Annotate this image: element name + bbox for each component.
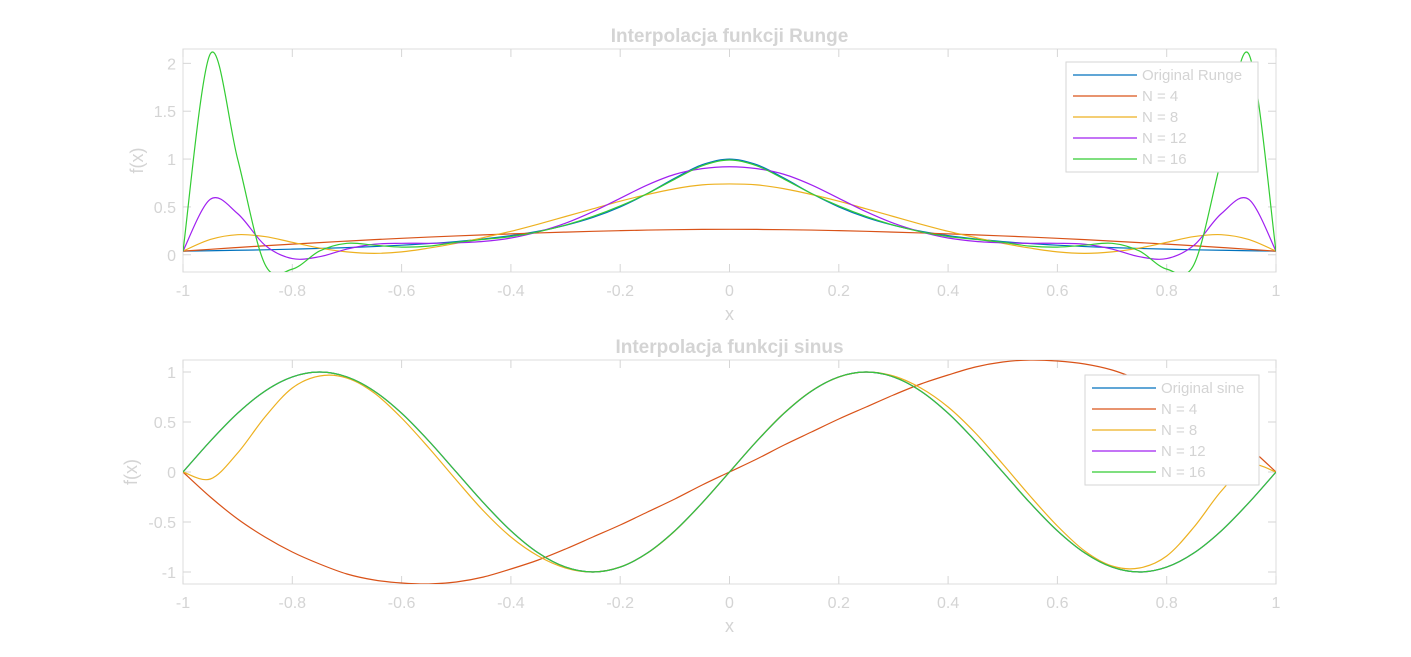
x-tick-label: -0.6 [388,595,416,612]
chart-panel-2: -1 -0.8 -0.6 -0.4 -0.2 0 0.2 0.4 0.6 0.8 1 -1 -0.5 0 0… [121,337,1281,636]
series-line-n-12 [183,166,1276,260]
legend: Original Runge N = 4 N = 8 N = 12 N = 16 [1065,61,1259,173]
x-tick-label: 1 [1272,283,1281,300]
y-tick-label: 0.5 [154,200,176,217]
x-axis-label: x [725,304,734,324]
x-tick-label: -1 [176,595,190,612]
legend-entry: Original Runge [1142,67,1242,84]
series-line-n-8 [183,183,1276,254]
series-group [183,360,1276,584]
x-tick-label: 0 [725,595,734,612]
x-axis-label: x [725,616,734,636]
series-line-n-4 [183,228,1276,252]
x-tick-label: -0.2 [606,595,634,612]
x-tick-label: 0.8 [1156,283,1178,300]
x-tick-label: 0.6 [1046,595,1068,612]
series-line-original-runge [183,158,1276,252]
x-tick-label: -0.4 [497,595,525,612]
x-tick-label: -0.6 [388,283,416,300]
x-tick-label: 0.2 [828,595,850,612]
legend-entry: N = 16 [1142,151,1187,168]
chart-title: Interpolacja funkcji Runge [611,26,849,47]
x-tick-label: -1 [176,283,190,300]
legend-entry: Original sine [1161,380,1244,397]
legend-entry: N = 12 [1142,130,1187,147]
series-line-n-16 [183,371,1276,573]
series-line-n-16 [183,51,1276,272]
x-tick-label: 0 [725,283,734,300]
x-tick-label: 0.2 [828,283,850,300]
y-tick-label: 2 [167,56,176,73]
chart-panel-1: -1 -0.8 -0.6 -0.4 -0.2 0 0.2 0.4 0.6 0.8 1 0 0.5 1 1.5… [127,26,1281,324]
legend-entry: N = 4 [1142,88,1178,105]
y-tick-label: 0 [167,465,176,482]
x-tick-label: 0.4 [937,595,959,612]
x-tick-label: 0.6 [1046,283,1068,300]
x-tick-label: -0.4 [497,283,525,300]
y-tick-label: -0.5 [148,515,176,532]
legend-entry: N = 8 [1142,109,1178,126]
legend-entry: N = 12 [1161,443,1206,460]
legend-entry: N = 4 [1161,401,1197,418]
x-tick-label: -0.8 [279,595,307,612]
y-tick-label: 0.5 [154,415,176,432]
y-tick-label: 1.5 [154,104,176,121]
y-tick-label: -1 [162,565,176,582]
y-tick-label: 1 [167,152,176,169]
y-tick-label: 0 [167,248,176,265]
legend: Original sine N = 4 N = 8 N = 12 N = 16 [1084,374,1260,486]
y-axis-label: f(x) [121,459,141,485]
x-tick-label: 1 [1272,595,1281,612]
x-tick-label: -0.2 [606,283,634,300]
x-tick-label: -0.8 [279,283,307,300]
y-axis-label: f(x) [127,148,147,174]
series-group [183,51,1276,272]
legend-entry: N = 8 [1161,422,1197,439]
x-tick-label: 0.8 [1156,595,1178,612]
x-tick-label: 0.4 [937,283,959,300]
y-tick-label: 1 [167,365,176,382]
chart-title: Interpolacja funkcji sinus [615,337,843,358]
legend-entry: N = 16 [1161,464,1206,481]
